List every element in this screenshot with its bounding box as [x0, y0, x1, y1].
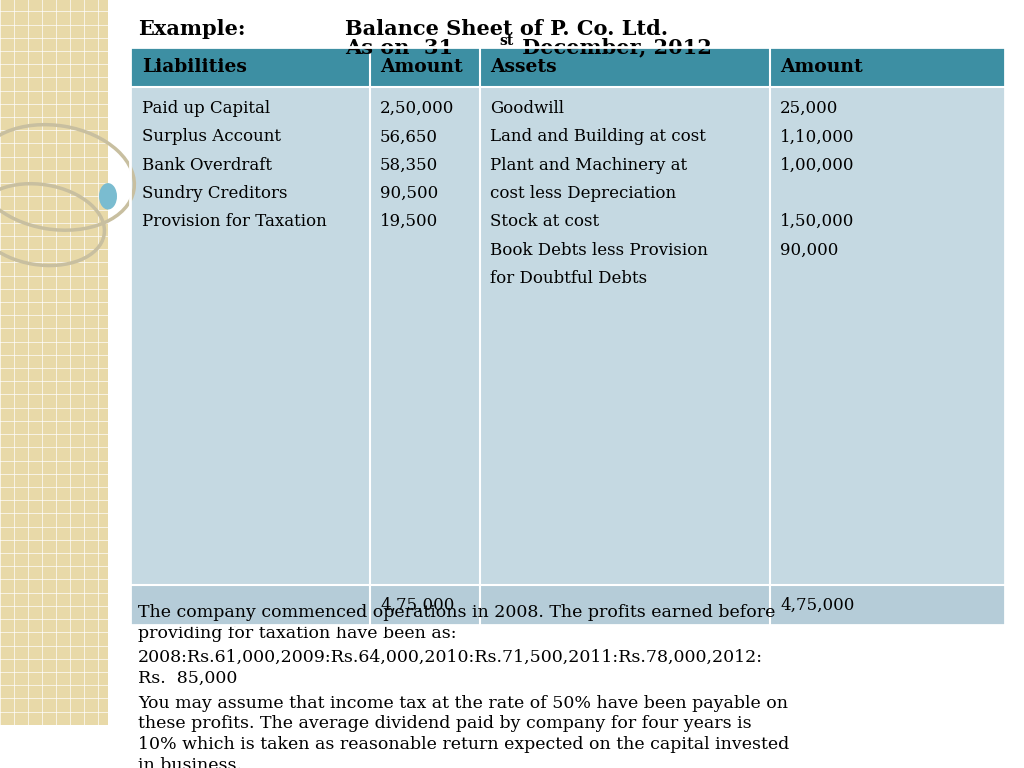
Text: December, 2012: December, 2012 [515, 38, 712, 58]
Text: 1,10,000: 1,10,000 [780, 128, 854, 145]
Text: 4,75,000: 4,75,000 [380, 597, 455, 614]
Bar [130, 585, 1005, 625]
Text: As on  31: As on 31 [345, 38, 454, 58]
Text: 25,000: 25,000 [780, 100, 839, 117]
Bar [130, 47, 1005, 625]
Text: Paid up Capital: Paid up Capital [142, 100, 270, 117]
Text: Amount: Amount [380, 58, 463, 76]
Text: 1,50,000: 1,50,000 [780, 214, 854, 230]
Text: Liabilities: Liabilities [142, 58, 247, 76]
Text: Goodwill: Goodwill [490, 100, 564, 117]
Text: You may assume that income tax at the rate of 50% have been payable on: You may assume that income tax at the ra… [138, 694, 788, 712]
Text: 2008:Rs.61,000,2009:Rs.64,000,2010:Rs.71,500,2011:Rs.78,000,2012:: 2008:Rs.61,000,2009:Rs.64,000,2010:Rs.71… [138, 649, 763, 667]
Text: Rs.  85,000: Rs. 85,000 [138, 670, 238, 687]
Text: Amount: Amount [780, 58, 863, 76]
Text: Bank Overdraft: Bank Overdraft [142, 157, 272, 174]
Text: Provision for Taxation: Provision for Taxation [142, 214, 327, 230]
Text: Stock at cost: Stock at cost [490, 214, 599, 230]
Text: st: st [499, 34, 513, 48]
Text: for Doubtful Debts: for Doubtful Debts [490, 270, 647, 287]
Text: The company commenced operations in 2008. The profits earned before: The company commenced operations in 2008… [138, 604, 775, 621]
Text: Plant and Machinery at: Plant and Machinery at [490, 157, 687, 174]
Text: in business.: in business. [138, 757, 242, 768]
Text: Surplus Account: Surplus Account [142, 128, 281, 145]
Text: 4,75,000: 4,75,000 [780, 597, 854, 614]
Text: 58,350: 58,350 [380, 157, 438, 174]
Text: Sundry Creditors: Sundry Creditors [142, 185, 288, 202]
Text: 90,500: 90,500 [380, 185, 438, 202]
Text: these profits. The average dividend paid by company for four years is: these profits. The average dividend paid… [138, 715, 752, 733]
Text: Balance Sheet of P. Co. Ltd.: Balance Sheet of P. Co. Ltd. [345, 19, 668, 39]
Text: 2,50,000: 2,50,000 [380, 100, 455, 117]
Bar [130, 87, 1005, 585]
Text: Example:: Example: [138, 19, 246, 39]
Ellipse shape [99, 183, 117, 210]
Bar [130, 47, 1005, 87]
Bar [0, 0, 108, 725]
Text: 19,500: 19,500 [380, 214, 438, 230]
Text: 10% which is taken as reasonable return expected on the capital invested: 10% which is taken as reasonable return … [138, 737, 790, 753]
Bar [108, 0, 1024, 725]
Text: Book Debts less Provision: Book Debts less Provision [490, 242, 708, 259]
Text: 1,00,000: 1,00,000 [780, 157, 854, 174]
Text: providing for taxation have been as:: providing for taxation have been as: [138, 625, 457, 642]
Text: Land and Building at cost: Land and Building at cost [490, 128, 706, 145]
Text: 56,650: 56,650 [380, 128, 438, 145]
Text: cost less Depreciation: cost less Depreciation [490, 185, 676, 202]
Text: 90,000: 90,000 [780, 242, 839, 259]
Text: Assets: Assets [490, 58, 557, 76]
